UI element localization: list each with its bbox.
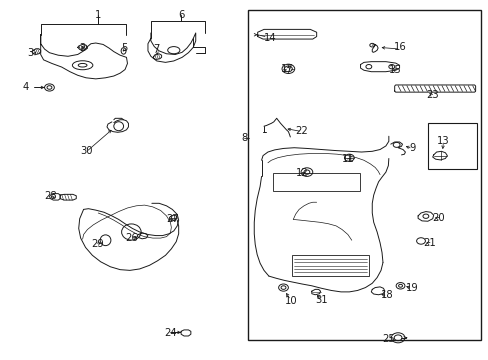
Text: 22: 22: [295, 126, 308, 135]
Text: 5: 5: [121, 43, 127, 53]
Text: 15: 15: [388, 64, 401, 75]
Text: 11: 11: [341, 154, 353, 164]
Text: 6: 6: [178, 10, 184, 20]
Text: 3: 3: [27, 48, 33, 58]
Text: 31: 31: [315, 295, 327, 305]
Text: 2: 2: [79, 43, 85, 53]
Text: 29: 29: [91, 239, 103, 249]
Text: 30: 30: [80, 145, 92, 156]
Text: 12: 12: [295, 168, 308, 178]
Text: 27: 27: [165, 214, 178, 224]
Text: 1: 1: [95, 10, 101, 20]
Text: 28: 28: [44, 191, 57, 201]
Bar: [292, 255, 368, 276]
Text: 8: 8: [241, 133, 247, 143]
Text: 18: 18: [380, 291, 393, 301]
Text: 10: 10: [284, 296, 297, 306]
Text: 24: 24: [164, 328, 176, 338]
Text: 26: 26: [125, 233, 138, 243]
Text: 20: 20: [431, 213, 444, 222]
Bar: [272, 173, 359, 192]
Bar: [427, 123, 476, 169]
Text: 13: 13: [436, 136, 449, 145]
Text: 16: 16: [393, 42, 406, 52]
Text: 14: 14: [264, 33, 276, 43]
Text: 9: 9: [409, 143, 415, 153]
Bar: [248, 10, 481, 339]
Text: 7: 7: [153, 44, 160, 54]
Text: 19: 19: [405, 283, 417, 293]
Text: 4: 4: [23, 82, 29, 93]
Text: 21: 21: [423, 238, 435, 248]
Text: 17: 17: [281, 64, 293, 74]
Text: 23: 23: [425, 90, 438, 100]
Text: 25: 25: [381, 333, 394, 343]
